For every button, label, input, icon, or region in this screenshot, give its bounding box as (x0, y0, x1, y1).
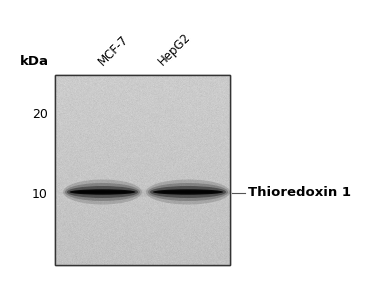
Ellipse shape (65, 183, 140, 201)
Ellipse shape (150, 186, 226, 198)
Text: Thioredoxin 1: Thioredoxin 1 (248, 187, 351, 200)
Text: kDa: kDa (20, 55, 49, 68)
Text: HepG2: HepG2 (156, 30, 193, 68)
Bar (55, 75, 230, 265)
Ellipse shape (158, 191, 218, 193)
Text: 20: 20 (32, 108, 48, 121)
Ellipse shape (153, 189, 223, 195)
Ellipse shape (69, 189, 135, 195)
Ellipse shape (60, 189, 233, 196)
Ellipse shape (63, 180, 142, 205)
Bar (55, 75, 230, 265)
Text: MCF-7: MCF-7 (96, 33, 131, 68)
Ellipse shape (74, 191, 131, 193)
Ellipse shape (146, 180, 230, 205)
Ellipse shape (67, 186, 138, 198)
Ellipse shape (148, 183, 228, 201)
Text: 10: 10 (32, 189, 48, 201)
